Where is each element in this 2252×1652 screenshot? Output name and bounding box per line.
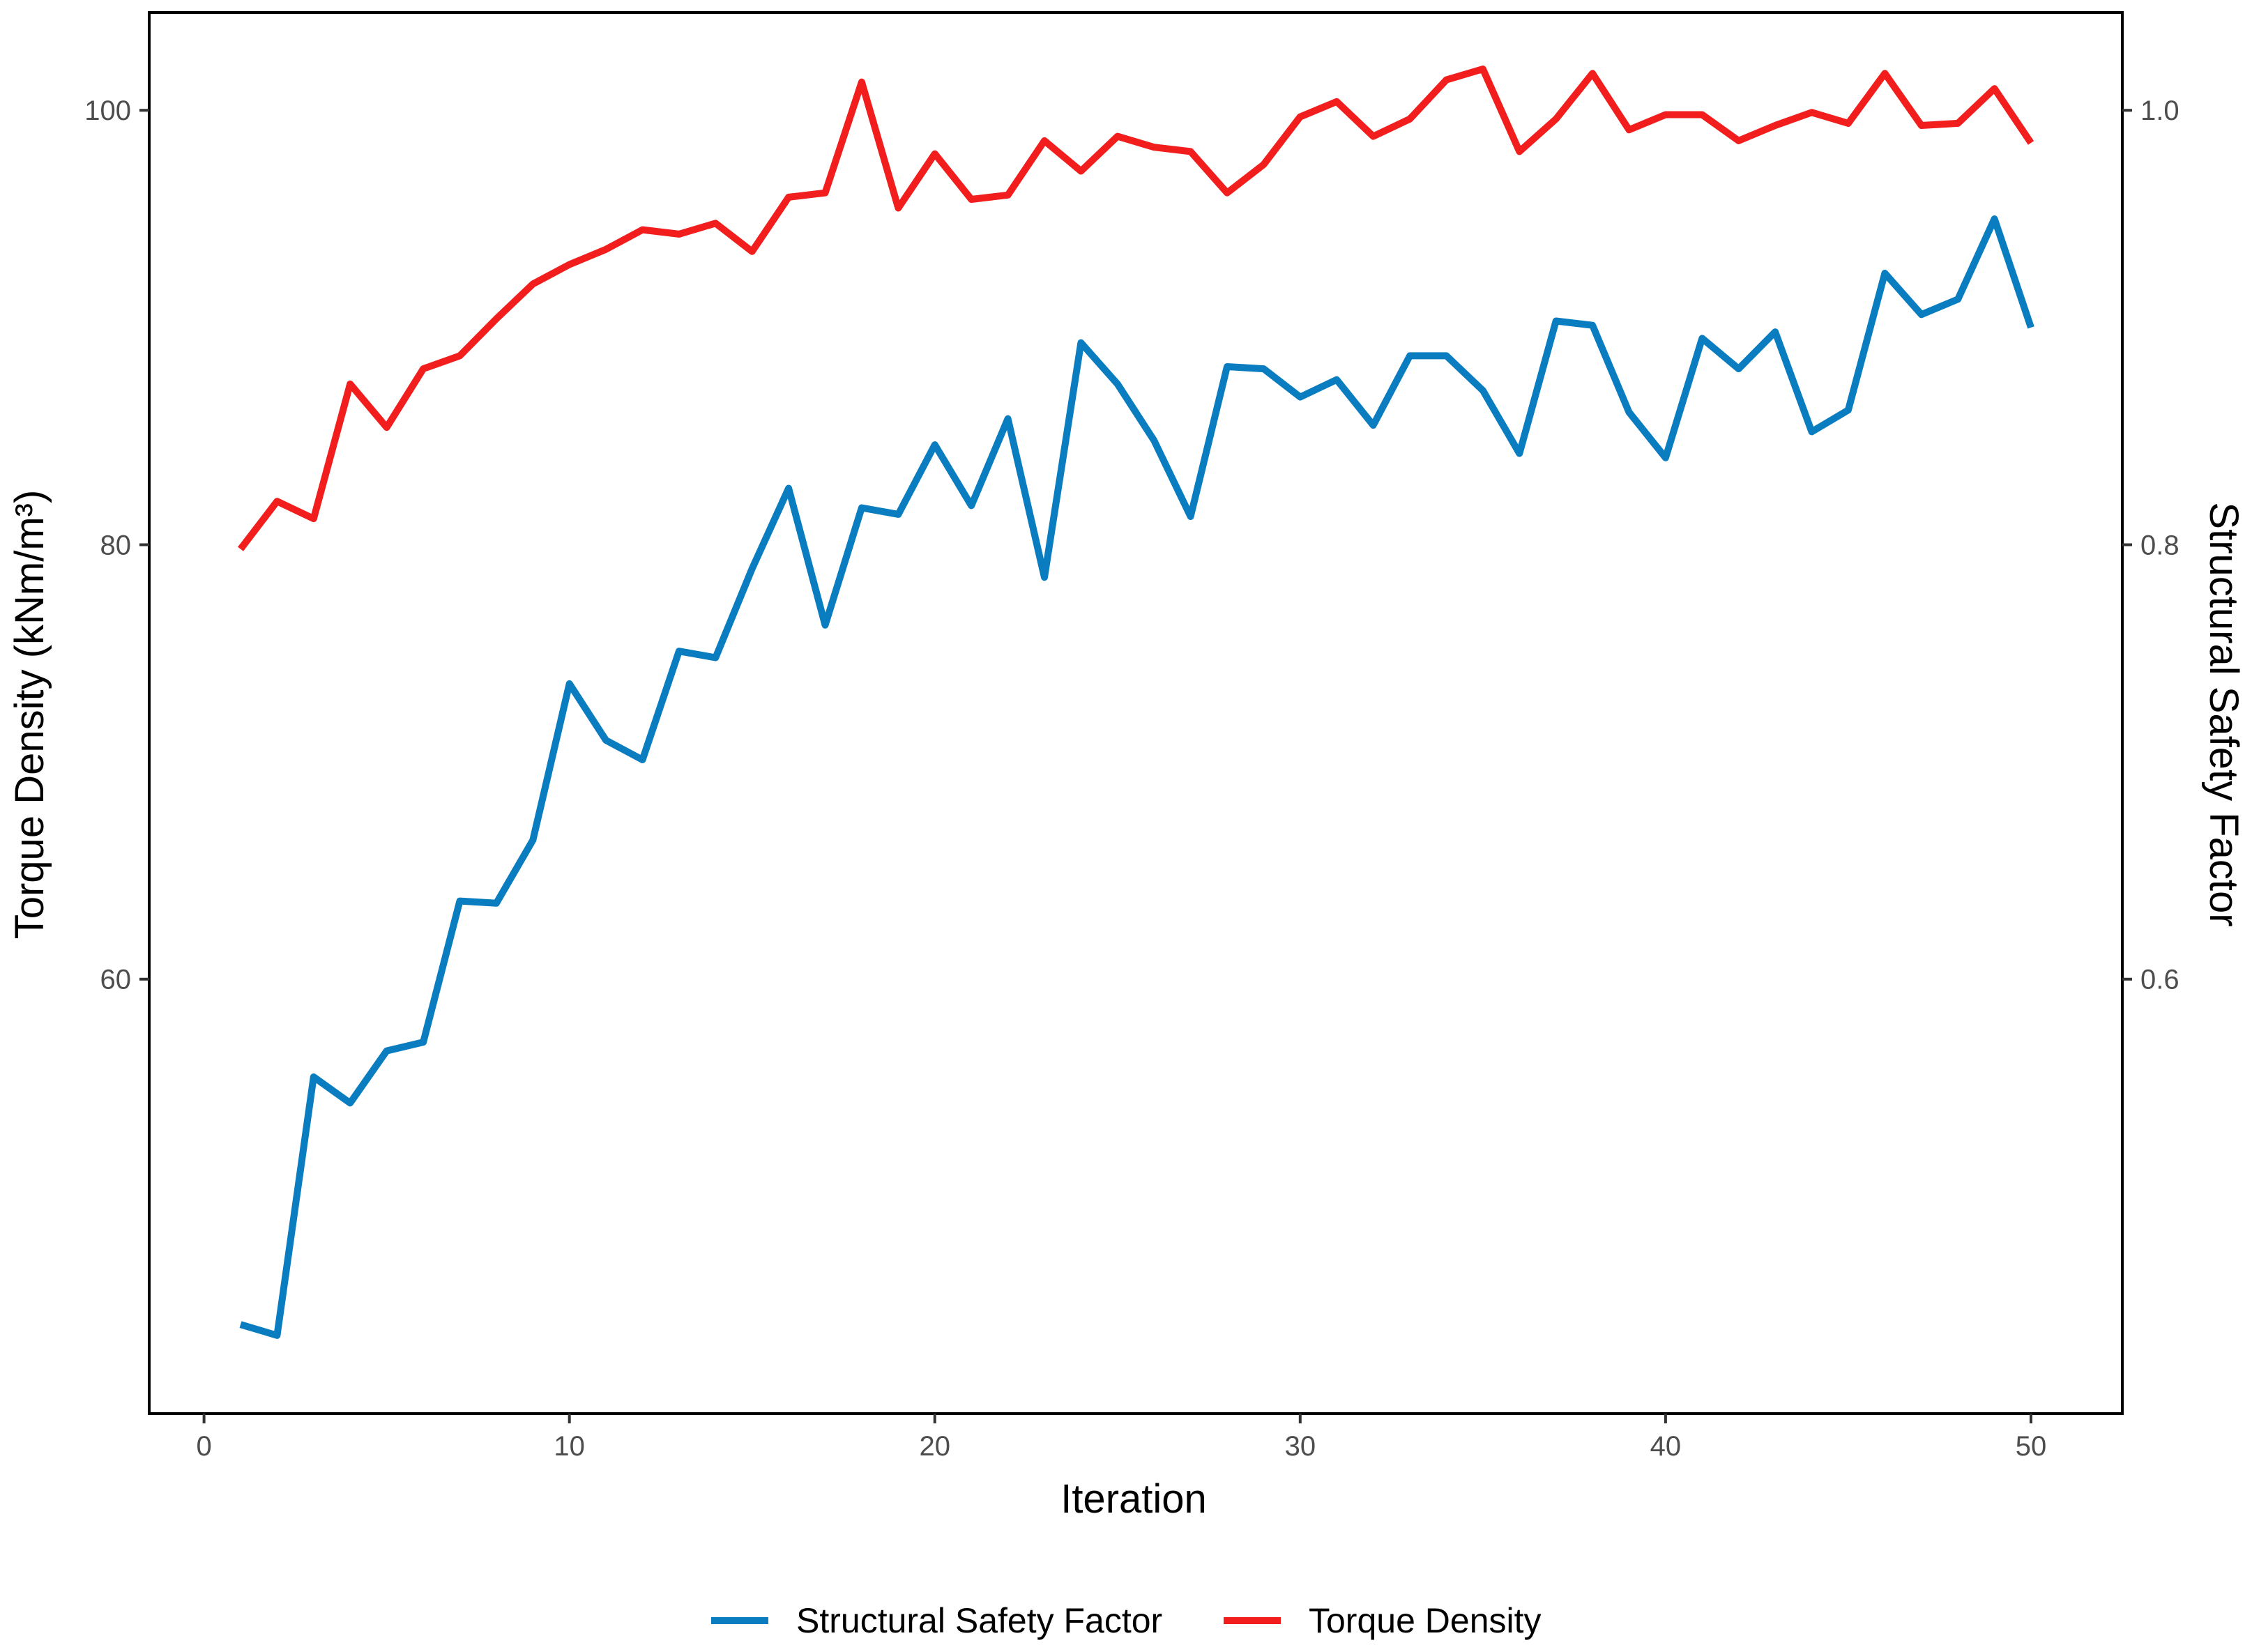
right-y-tick-label: 0.8 (2140, 530, 2179, 560)
legend-label-torque-density: Torque Density (1309, 1601, 1542, 1640)
x-tick-label: 10 (554, 1431, 585, 1462)
left-y-tick-label: 80 (100, 530, 132, 560)
right-y-tick-label: 1.0 (2140, 95, 2179, 126)
x-tick-label: 0 (196, 1431, 211, 1462)
right-y-tick-label: 0.6 (2140, 965, 2179, 995)
series-line-structural-safety-factor (239, 215, 2034, 1339)
left-y-axis-title: Torque Density (kNm/m³) (7, 490, 52, 940)
plot-panel-border (148, 11, 2124, 1415)
right-y-axis: 0.6 0.8 1.0 (2122, 95, 2179, 995)
x-tick-label: 30 (1285, 1431, 1316, 1462)
x-axis: 0 10 20 30 40 50 (196, 1414, 2046, 1462)
right-y-axis-title: Structural Safety Factor (2201, 502, 2246, 926)
x-tick-label: 20 (920, 1431, 951, 1462)
left-y-axis: 60 80 100 (84, 95, 149, 995)
legend-label-structural-safety-factor: Structural Safety Factor (796, 1601, 1162, 1640)
left-y-tick-label: 100 (84, 95, 131, 126)
left-y-tick-label: 60 (100, 965, 132, 995)
x-tick-label: 50 (2016, 1431, 2047, 1462)
x-tick-label: 40 (1650, 1431, 1682, 1462)
legend: Structural Safety Factor Torque Density (711, 1601, 1542, 1640)
x-axis-title: Iteration (1060, 1476, 1207, 1522)
series-line-torque-density (238, 66, 2034, 551)
series-group (238, 66, 2034, 1339)
